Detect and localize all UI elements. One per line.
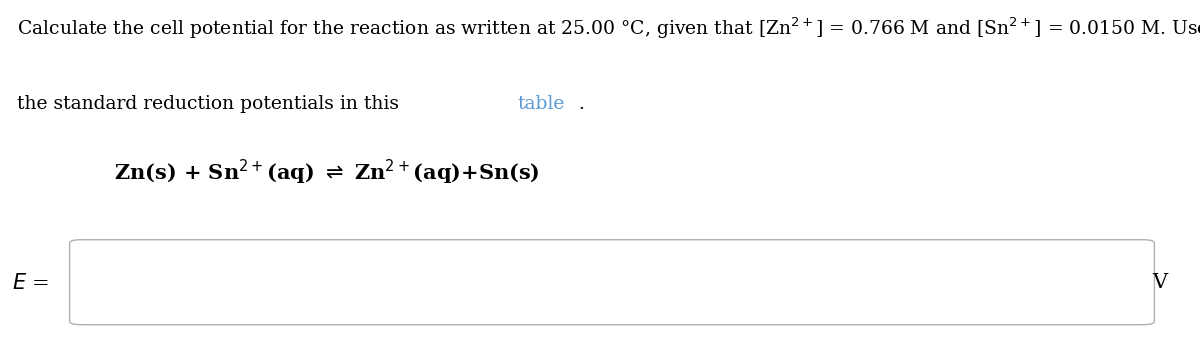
Text: $E$ =: $E$ = — [12, 273, 49, 293]
Text: Calculate the cell potential for the reaction as written at 25.00 °C, given that: Calculate the cell potential for the rea… — [17, 15, 1200, 41]
Text: Zn(s) + Sn$^{2+}$(aq) $\rightleftharpoons$ Zn$^{2+}$(aq)+Sn(s): Zn(s) + Sn$^{2+}$(aq) $\rightleftharpoon… — [114, 158, 540, 187]
FancyBboxPatch shape — [70, 240, 1154, 325]
Text: the standard reduction potentials in this: the standard reduction potentials in thi… — [17, 95, 404, 113]
Text: .: . — [578, 95, 584, 113]
Text: V: V — [1152, 273, 1168, 292]
Text: table: table — [517, 95, 565, 113]
